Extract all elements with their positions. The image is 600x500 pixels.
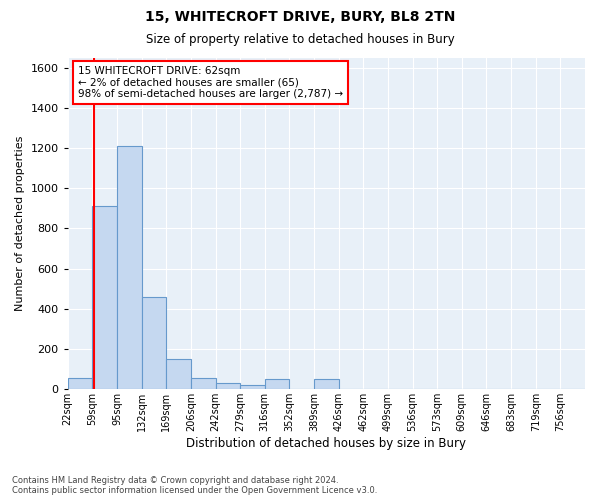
Text: 15, WHITECROFT DRIVE, BURY, BL8 2TN: 15, WHITECROFT DRIVE, BURY, BL8 2TN	[145, 10, 455, 24]
Bar	[240, 386, 265, 390]
Text: Size of property relative to detached houses in Bury: Size of property relative to detached ho…	[146, 32, 454, 46]
Text: Contains HM Land Registry data © Crown copyright and database right 2024.
Contai: Contains HM Land Registry data © Crown c…	[12, 476, 377, 495]
Bar	[166, 359, 191, 390]
Bar	[265, 379, 289, 390]
Y-axis label: Number of detached properties: Number of detached properties	[15, 136, 25, 311]
Bar	[191, 378, 215, 390]
Bar	[92, 206, 117, 390]
Bar	[314, 379, 338, 390]
X-axis label: Distribution of detached houses by size in Bury: Distribution of detached houses by size …	[187, 437, 466, 450]
Bar	[68, 378, 92, 390]
Bar	[215, 384, 240, 390]
Bar	[117, 146, 142, 390]
Bar	[142, 297, 166, 390]
Text: 15 WHITECROFT DRIVE: 62sqm
← 2% of detached houses are smaller (65)
98% of semi-: 15 WHITECROFT DRIVE: 62sqm ← 2% of detac…	[78, 66, 343, 99]
